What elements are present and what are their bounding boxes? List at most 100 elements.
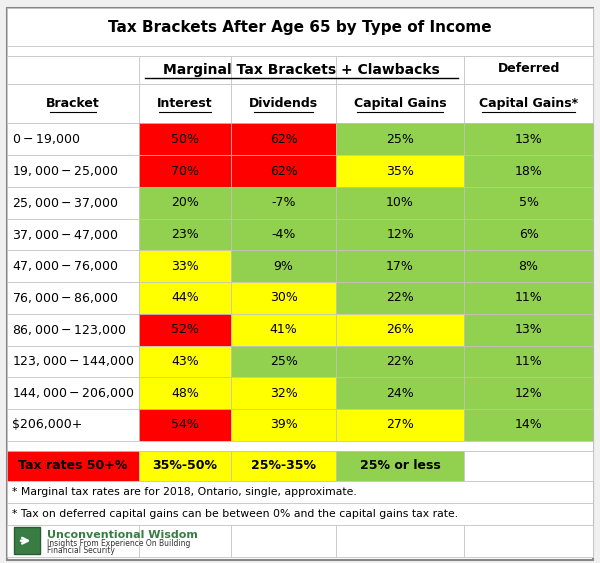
Bar bbox=[139, 155, 231, 187]
Text: * Marginal tax rates are for 2018, Ontario, single, approximate.: * Marginal tax rates are for 2018, Ontar… bbox=[12, 487, 357, 497]
Text: 44%: 44% bbox=[171, 292, 199, 305]
Bar bbox=[139, 187, 231, 218]
Bar bbox=[7, 503, 593, 525]
Text: 30%: 30% bbox=[269, 292, 298, 305]
Bar bbox=[231, 377, 336, 409]
Bar bbox=[231, 451, 336, 481]
Text: Marginal Tax Brackets + Clawbacks: Marginal Tax Brackets + Clawbacks bbox=[163, 62, 440, 77]
Bar bbox=[336, 377, 464, 409]
Bar bbox=[231, 314, 336, 346]
Text: 35%-50%: 35%-50% bbox=[152, 459, 217, 472]
Text: 10%: 10% bbox=[386, 196, 414, 209]
Text: Capital Gains*: Capital Gains* bbox=[479, 97, 578, 110]
Text: -7%: -7% bbox=[271, 196, 296, 209]
Bar bbox=[464, 56, 593, 84]
Bar bbox=[464, 451, 593, 481]
Bar bbox=[336, 525, 464, 557]
Bar bbox=[464, 251, 593, 282]
Text: 26%: 26% bbox=[386, 323, 414, 336]
Text: 13%: 13% bbox=[515, 133, 542, 146]
Text: Capital Gains: Capital Gains bbox=[354, 97, 446, 110]
Bar bbox=[7, 251, 139, 282]
Text: 17%: 17% bbox=[386, 260, 414, 272]
Bar bbox=[139, 218, 231, 251]
Bar bbox=[231, 251, 336, 282]
Bar bbox=[139, 56, 231, 84]
Text: 12%: 12% bbox=[515, 387, 542, 400]
Text: 32%: 32% bbox=[269, 387, 298, 400]
Text: $0-$19,000: $0-$19,000 bbox=[12, 132, 80, 146]
Bar bbox=[7, 377, 139, 409]
Bar bbox=[231, 84, 336, 123]
Bar bbox=[139, 314, 231, 346]
Text: 33%: 33% bbox=[171, 260, 199, 272]
Bar bbox=[7, 8, 593, 46]
Text: Tax Brackets After Age 65 by Type of Income: Tax Brackets After Age 65 by Type of Inc… bbox=[108, 20, 492, 34]
Text: 62%: 62% bbox=[269, 164, 298, 177]
Text: $86,000-$123,000: $86,000-$123,000 bbox=[12, 323, 127, 337]
Bar bbox=[464, 123, 593, 155]
Bar bbox=[336, 56, 464, 84]
Text: 23%: 23% bbox=[171, 228, 199, 241]
Bar bbox=[464, 84, 593, 123]
Bar bbox=[7, 46, 593, 56]
Text: $76,000-$86,000: $76,000-$86,000 bbox=[12, 291, 118, 305]
Text: 22%: 22% bbox=[386, 292, 414, 305]
Text: 24%: 24% bbox=[386, 387, 414, 400]
Bar bbox=[231, 218, 336, 251]
Bar bbox=[336, 251, 464, 282]
Text: 27%: 27% bbox=[386, 418, 414, 431]
Bar bbox=[231, 282, 336, 314]
Text: 39%: 39% bbox=[269, 418, 298, 431]
Text: 70%: 70% bbox=[171, 164, 199, 177]
Bar bbox=[7, 84, 139, 123]
Text: Interest: Interest bbox=[157, 97, 213, 110]
Bar bbox=[7, 409, 139, 441]
Bar bbox=[139, 282, 231, 314]
Bar bbox=[464, 409, 593, 441]
Text: $206,000+: $206,000+ bbox=[12, 418, 82, 431]
Bar bbox=[336, 451, 464, 481]
Bar bbox=[7, 451, 139, 481]
Text: Deferred: Deferred bbox=[497, 62, 560, 75]
Text: $123,000-$144,000: $123,000-$144,000 bbox=[12, 355, 134, 369]
Text: 35%: 35% bbox=[386, 164, 414, 177]
Text: 6%: 6% bbox=[518, 228, 539, 241]
Text: Tax rates 50+%: Tax rates 50+% bbox=[18, 459, 128, 472]
Bar bbox=[336, 409, 464, 441]
Text: 12%: 12% bbox=[386, 228, 414, 241]
Bar bbox=[336, 346, 464, 377]
Bar bbox=[464, 314, 593, 346]
Text: 18%: 18% bbox=[515, 164, 542, 177]
Text: $47,000-$76,000: $47,000-$76,000 bbox=[12, 259, 118, 273]
Bar bbox=[7, 56, 593, 84]
Bar bbox=[139, 525, 231, 557]
Bar bbox=[7, 187, 139, 218]
Bar bbox=[336, 282, 464, 314]
Bar bbox=[7, 123, 139, 155]
Text: 41%: 41% bbox=[269, 323, 298, 336]
Bar bbox=[139, 251, 231, 282]
Text: Bracket: Bracket bbox=[46, 97, 100, 110]
Text: Dividends: Dividends bbox=[249, 97, 318, 110]
Text: 25%: 25% bbox=[386, 133, 414, 146]
Bar bbox=[464, 525, 593, 557]
Text: 62%: 62% bbox=[269, 133, 298, 146]
Bar bbox=[336, 218, 464, 251]
Bar bbox=[7, 441, 593, 451]
Bar bbox=[231, 409, 336, 441]
Text: 25% or less: 25% or less bbox=[360, 459, 440, 472]
Text: 13%: 13% bbox=[515, 323, 542, 336]
Bar bbox=[464, 377, 593, 409]
Bar bbox=[231, 346, 336, 377]
Bar bbox=[7, 525, 593, 557]
Bar bbox=[7, 314, 139, 346]
Bar bbox=[336, 84, 464, 123]
Text: * Tax on deferred capital gains can be between 0% and the capital gains tax rate: * Tax on deferred capital gains can be b… bbox=[12, 508, 458, 519]
Bar bbox=[7, 84, 593, 123]
Bar bbox=[336, 123, 464, 155]
Bar bbox=[231, 187, 336, 218]
Bar bbox=[139, 409, 231, 441]
Bar bbox=[139, 451, 231, 481]
Bar bbox=[7, 155, 139, 187]
